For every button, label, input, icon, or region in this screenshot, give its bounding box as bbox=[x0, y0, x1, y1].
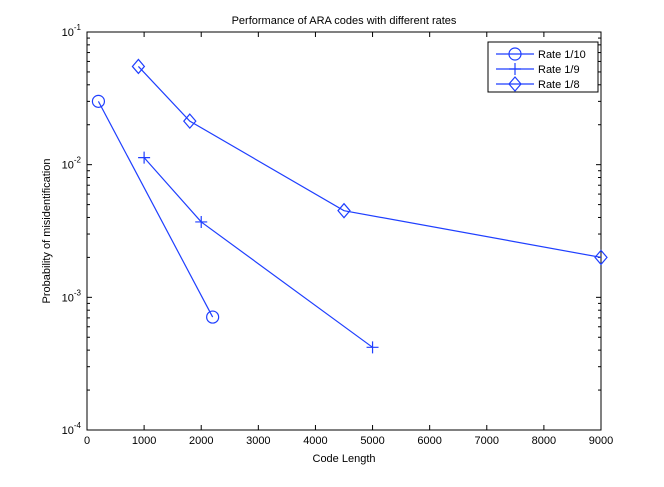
plot-frame bbox=[86, 31, 602, 431]
series-line bbox=[97, 101, 214, 318]
marker-plus bbox=[195, 215, 208, 228]
x-tick-label: 0 bbox=[84, 435, 90, 447]
y-axis-label: Probability of misidentification bbox=[41, 159, 53, 304]
y-tick-label: 10-4 bbox=[62, 421, 82, 437]
x-tick-label: 4000 bbox=[303, 435, 327, 447]
x-tick-label: 8000 bbox=[532, 435, 556, 447]
series-diamond bbox=[131, 58, 608, 266]
x-tick-label: 6000 bbox=[417, 435, 441, 447]
legend-label: Rate 1/9 bbox=[538, 64, 580, 76]
marker-plus bbox=[509, 63, 521, 75]
marker-diamond bbox=[131, 58, 146, 75]
x-tick-label: 9000 bbox=[589, 435, 613, 447]
marker-circle bbox=[206, 310, 220, 324]
legend-label: Rate 1/10 bbox=[538, 49, 586, 61]
series-line bbox=[137, 66, 602, 258]
marker-diamond bbox=[508, 76, 522, 92]
x-axis-label: Code Length bbox=[313, 453, 376, 465]
x-tick-label: 3000 bbox=[246, 435, 270, 447]
legend-label: Rate 1/8 bbox=[538, 79, 580, 91]
marker-diamond bbox=[594, 249, 608, 266]
marker-circle bbox=[91, 94, 106, 108]
y-tick-label: 10-1 bbox=[62, 23, 82, 39]
marker-circle bbox=[508, 47, 522, 61]
y-tick-label: 10-2 bbox=[62, 156, 82, 172]
x-tick-label: 7000 bbox=[475, 435, 499, 447]
series-circle bbox=[91, 94, 220, 324]
x-tick-label: 5000 bbox=[360, 435, 384, 447]
chart-title: Performance of ARA codes with different … bbox=[232, 15, 457, 27]
marker-plus bbox=[138, 151, 151, 164]
marker-plus bbox=[366, 341, 379, 354]
series-plus bbox=[138, 151, 379, 354]
marker-diamond bbox=[337, 202, 351, 219]
y-tick-label: 10-3 bbox=[62, 288, 82, 304]
marker-diamond bbox=[183, 113, 197, 130]
x-tick-label: 1000 bbox=[132, 435, 156, 447]
x-tick-label: 2000 bbox=[189, 435, 213, 447]
